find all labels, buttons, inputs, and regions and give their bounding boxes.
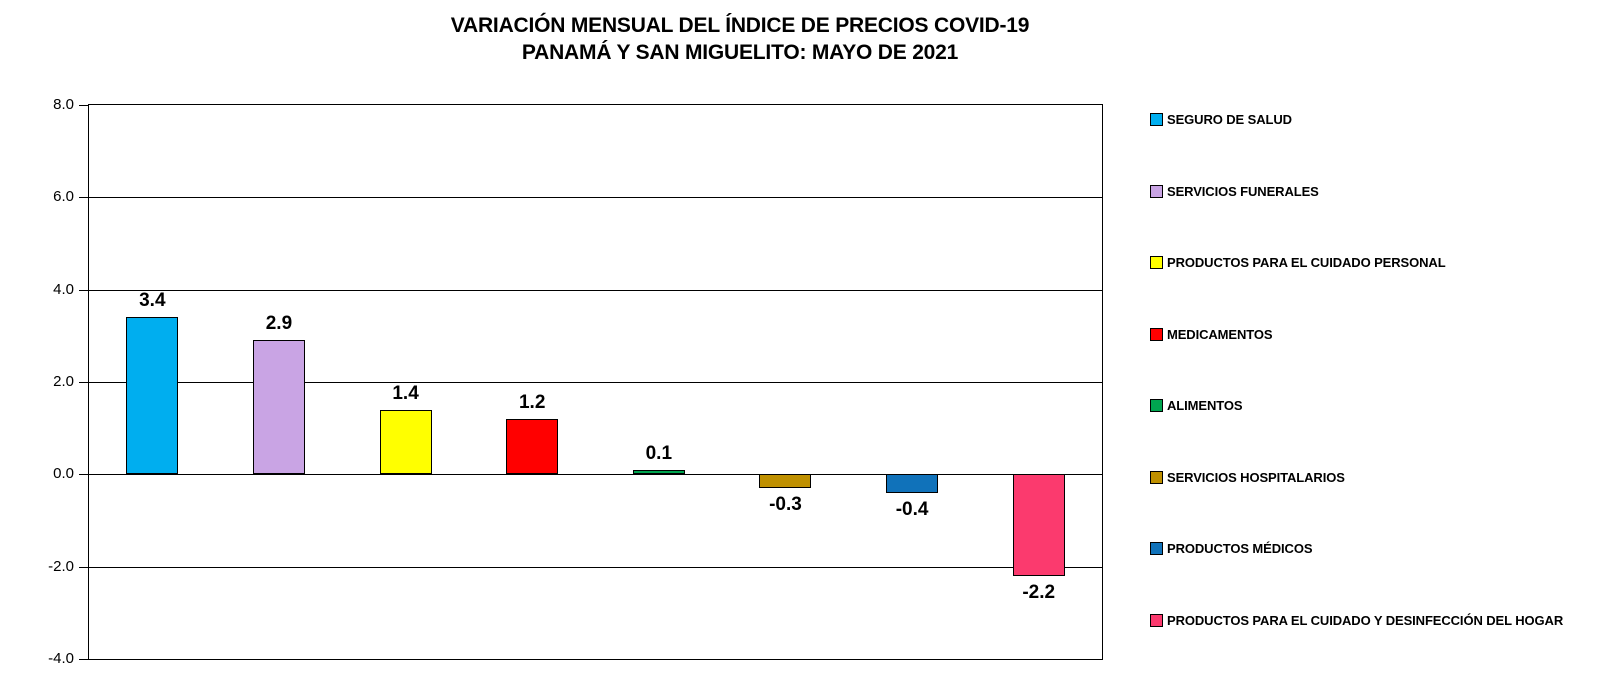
bar-value-label: 3.4 [139,290,166,312]
bar [252,340,305,475]
legend-item: SERVICIOS HOSPITALARIOS [1150,470,1563,485]
legend-label: MEDICAMENTOS [1167,326,1273,342]
legend-item: SEGURO DE SALUD [1150,112,1563,127]
legend-item: PRODUCTOS MÉDICOS [1150,541,1563,556]
chart-title: VARIACIÓN MENSUAL DEL ÍNDICE DE PRECIOS … [30,12,1450,66]
legend-swatch-icon [1150,327,1163,341]
bar-value-label: 0.1 [645,442,673,464]
bar-value-label: 1.4 [392,382,419,404]
legend-item: SERVICIOS FUNERALES [1150,184,1563,199]
legend-swatch-icon [1150,613,1163,627]
gridline [89,197,1102,199]
legend-label: SERVICIOS FUNERALES [1167,183,1319,199]
legend-swatch-icon [1150,113,1163,126]
legend-item: MEDICAMENTOS [1150,327,1563,342]
legend-item: PRODUCTOS PARA EL CUIDADO PERSONAL [1150,255,1563,270]
bar-value-label: -2.2 [1022,581,1056,603]
chart-title-line2: PANAMÁ Y SAN MIGUELITO: MAYO DE 2021 [521,41,959,64]
bar [632,469,685,475]
legend-label: PRODUCTOS PARA EL CUIDADO Y DESINFECCIÓN… [1167,612,1564,628]
y-tick-label: -4.0 [48,650,74,667]
legend-item: ALIMENTOS [1150,398,1563,413]
bar-value-label: -0.4 [895,498,929,520]
legend-label: PRODUCTOS PARA EL CUIDADO PERSONAL [1167,255,1446,271]
y-tick-label: 8.0 [53,96,74,113]
bar-value-label: 1.2 [518,391,546,413]
gridline [89,566,1102,568]
gridline [89,474,1102,476]
plot-area: 3.4 2.9 1.4 1.2 0.1 -0.3 -0.4 -2.2 [79,104,1103,660]
gridline [89,289,1102,291]
bar [506,418,559,475]
legend-label: ALIMENTOS [1167,398,1243,414]
legend-item: PRODUCTOS PARA EL CUIDADO Y DESINFECCIÓN… [1150,613,1563,628]
legend-label: PRODUCTOS MÉDICOS [1167,541,1313,557]
y-tick-mark [79,474,89,476]
bar-value-label: -0.3 [769,494,802,516]
bar-value-label: 2.9 [265,313,293,335]
gridline [89,382,1102,383]
legend-label: SEGURO DE SALUD [1167,112,1292,127]
y-tick-mark [79,566,89,568]
y-tick-label: 6.0 [53,188,74,206]
bar [886,474,939,493]
bar [126,317,179,475]
y-axis: 8.0 6.0 4.0 2.0 0.0 -2.0 -4.0 [0,96,74,667]
bar [379,409,432,475]
bar [759,474,812,489]
legend-swatch-icon [1150,470,1163,484]
y-tick-mark [79,289,89,291]
y-tick-label: 0.0 [53,465,74,483]
y-tick-label: -2.0 [48,557,74,575]
y-tick-label: 2.0 [53,373,74,390]
legend-swatch-icon [1150,399,1163,413]
legend-swatch-icon [1150,184,1163,198]
legend-swatch-icon [1150,256,1163,270]
y-tick-mark [79,105,89,106]
y-tick-mark [79,197,89,199]
y-tick-mark [79,382,89,383]
legend-swatch-icon [1150,542,1163,556]
y-tick-label: 4.0 [53,280,74,298]
legend-label: SERVICIOS HOSPITALARIOS [1167,469,1345,485]
bar [1012,474,1065,576]
y-tick-mark [79,659,89,660]
chart-title-line1: VARIACIÓN MENSUAL DEL ÍNDICE DE PRECIOS … [450,14,1030,37]
legend: SEGURO DE SALUD SERVICIOS FUNERALES PRODUC… [1150,112,1563,628]
